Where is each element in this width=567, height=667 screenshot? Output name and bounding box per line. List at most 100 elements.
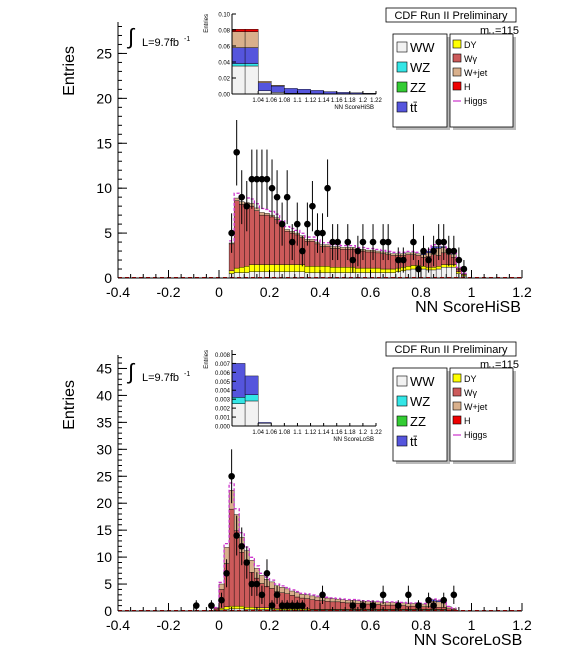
lumi-text: L=9.7fb [142,37,179,49]
y-tick-label: 5 [104,225,112,241]
bar-wjet [405,252,412,255]
bar-dy [360,267,366,273]
data-point [278,602,286,609]
bar-dy [324,266,331,273]
bar-wjet [259,575,265,584]
inset-x-tick-label: 1.1 [293,430,302,436]
bar-w [405,254,412,267]
bar-w [435,607,442,610]
bar-dy [284,264,290,272]
integral-icon: ∫ [126,359,136,384]
bar-dy [420,266,427,270]
inset-y-tick-label: 0.001 [215,416,231,422]
data-point [283,193,291,201]
legend-label: DY [464,374,477,384]
data-point [208,602,215,609]
bar-dy [294,264,300,272]
data-point [228,229,235,237]
bar-w [284,231,290,265]
inset-y-label: Entries [204,350,210,369]
data-point [278,220,286,228]
bar-dy [355,267,361,273]
x-tick-label: -0.4 [106,284,130,300]
bar-w [274,219,280,265]
bar-dy [309,266,316,273]
data-point [379,591,387,599]
legend-label: Wγ [464,54,477,64]
legend-box-right [449,33,514,128]
integral-icon: ∫ [126,24,136,49]
bar-w [324,601,331,610]
inset-x-tick-label: 1.16 [331,98,343,104]
bar-w [375,604,381,610]
bar-dy [269,264,275,272]
lumi-label: ∫ L=9.7fb -1 [126,24,190,49]
bar-wjet [264,213,270,216]
legend-swatch [396,395,408,407]
x-axis-label: NN ScoreHiSB [415,299,521,316]
bar-w [340,249,346,268]
bar-w [264,214,270,265]
bar-wjet [233,197,240,201]
lumi-label: ∫ L=9.7fb -1 [126,359,190,384]
inset-bar-tt [244,375,259,395]
x-tick-label: 0 [215,284,223,300]
x-tick-label: -0.4 [106,617,130,633]
legend-swatch [396,415,408,427]
bar-w [254,210,260,265]
x-tick-label: -0.2 [156,284,180,300]
x-tick-label: 1.2 [512,617,532,633]
x-tick-label: 0.6 [361,284,381,300]
bar-dy [375,267,381,273]
inset-x-tick-label: 1.08 [279,98,291,104]
inset-bar-wjet [231,31,246,48]
x-tick-label: 0.2 [260,617,280,633]
inset-background [200,8,380,120]
data-point [248,175,256,183]
legend-swatch [396,81,408,93]
bar-dy [259,264,265,272]
inset-x-tick-label: 1.12 [305,430,317,436]
x-tick-label: 0.8 [411,284,431,300]
bar-ww [441,267,447,279]
data-point [334,238,341,246]
data-point [425,596,432,604]
title-box [385,7,517,23]
bar-wjet [390,253,396,256]
bar-wjet [299,594,306,599]
y-tick-label: 25 [96,45,112,61]
bar-wjet [390,602,396,606]
legend-label: Wγ [464,388,477,398]
data-point [349,256,357,264]
data-point [288,238,296,246]
x-tick-label: 0.2 [260,284,280,300]
bar-wjet [324,244,331,247]
bar-dy [314,266,321,273]
inset-y-tick-label: 0.006 [215,371,231,377]
inset-x-tick-label: 1.04 [252,430,264,436]
bar-wjet [294,592,300,598]
bar-ww [451,267,457,279]
bar-wjet [284,229,290,232]
inset-y-tick-label: 0.04 [218,61,230,67]
lumi-superscript: -1 [184,36,190,43]
data-point [243,202,251,210]
bar-dy [254,264,260,272]
inset-bar-tt [271,85,285,93]
inset-bar-ww [231,65,246,95]
data-point [440,596,448,604]
inset-y-tick-label: 0.007 [215,362,231,368]
data-point [450,247,458,255]
bar-wjet [400,602,407,606]
bar-ww [435,268,442,279]
bar-dy [218,608,225,611]
inset-x-tick-label: 1.22 [370,430,382,436]
bar-dy [264,264,270,272]
data-point [299,247,306,255]
inset-background [200,345,380,447]
inset-bar-ww [244,65,259,95]
inset-y-tick-label: 0.003 [215,398,231,404]
data-point [268,602,276,609]
data-point [430,247,437,255]
